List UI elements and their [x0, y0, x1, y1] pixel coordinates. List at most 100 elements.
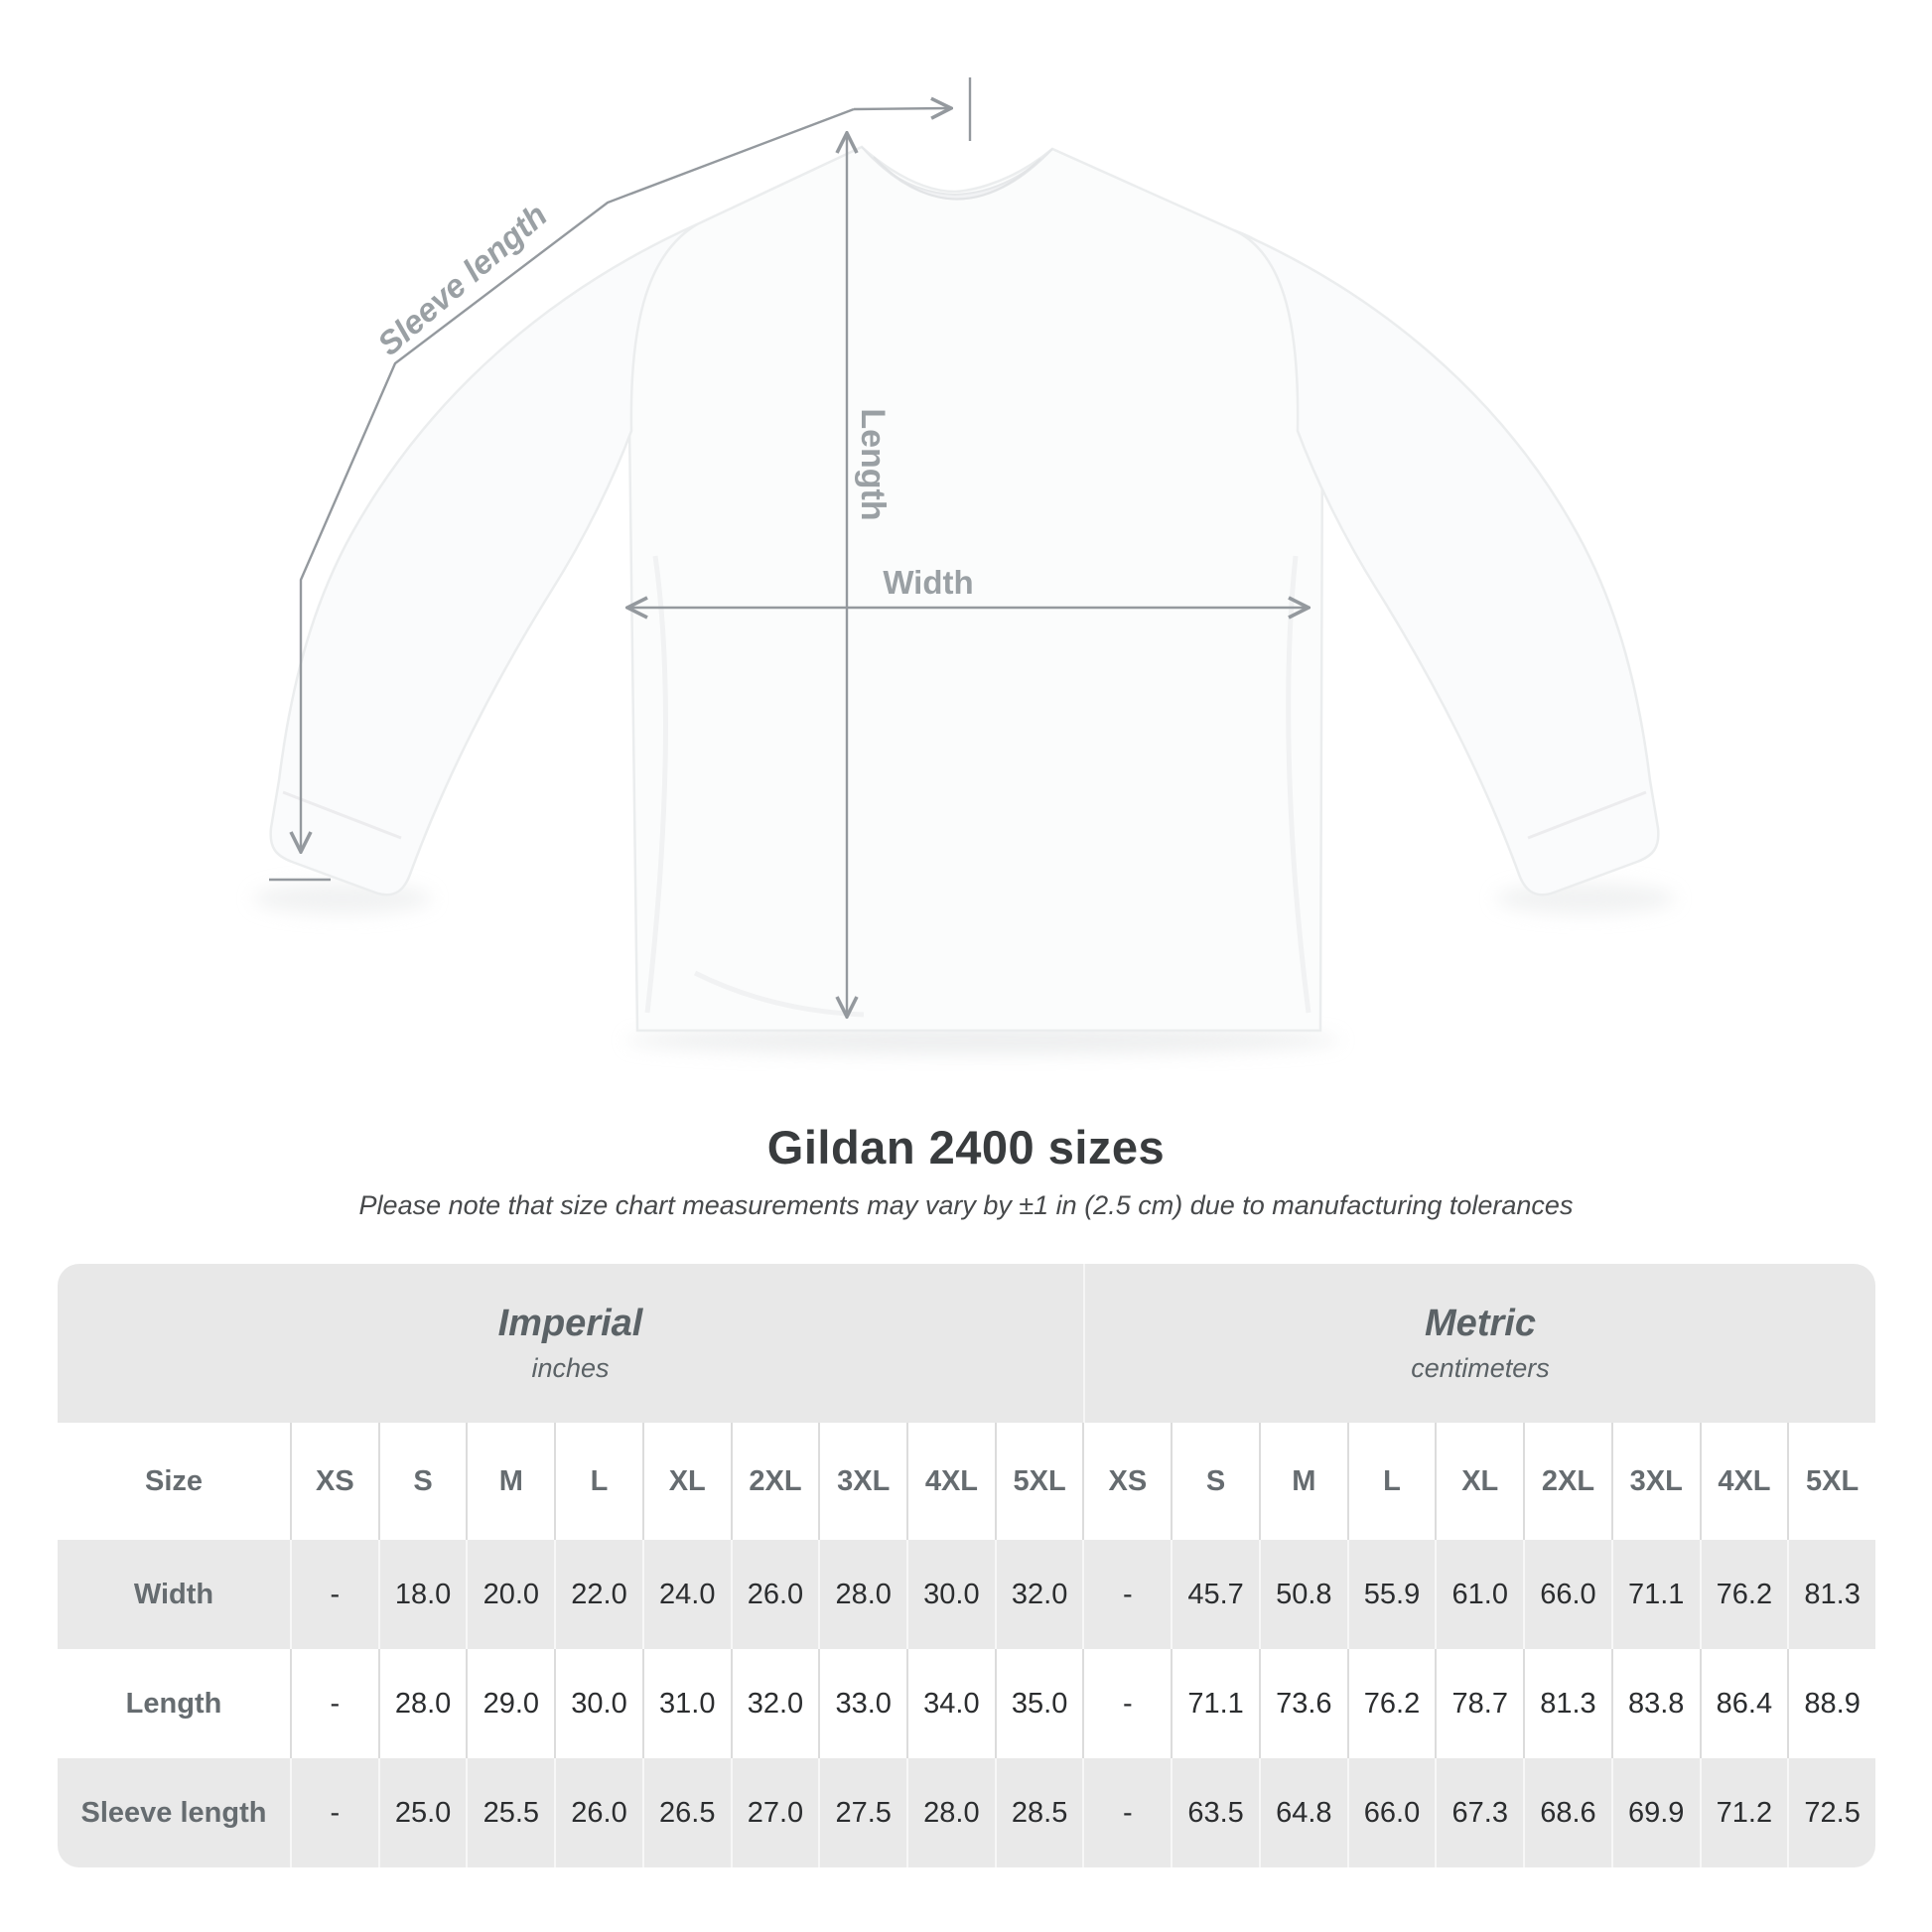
value-imperial: 28.0	[377, 1649, 467, 1758]
metric-header-label: Metric	[1425, 1303, 1536, 1344]
shirt-measurement-diagram: Sleeve length Length Width	[253, 77, 1675, 1054]
size-header-imperial-s: S	[377, 1423, 467, 1540]
size-header-imperial-2xl: 2XL	[730, 1423, 819, 1540]
value-imperial: 29.0	[466, 1649, 554, 1758]
value-imperial: 25.0	[377, 1758, 467, 1867]
shirt-left-sleeve	[269, 222, 698, 897]
value-metric: 67.3	[1435, 1758, 1523, 1867]
size-header-metric-3xl: 3XL	[1610, 1423, 1700, 1540]
measurement-row-sleeve-length: Sleeve length -25.0 25.5 26.0 26.5 27.0 27.5 28…	[58, 1758, 1875, 1867]
size-header-imperial-xl: XL	[641, 1423, 731, 1540]
size-header-metric-s: S	[1171, 1423, 1259, 1540]
imperial-header-label: Imperial	[497, 1303, 643, 1344]
metric-header-unit: centimeters	[1411, 1353, 1550, 1383]
value-imperial: 28.5	[994, 1758, 1083, 1867]
length-label: Length	[854, 408, 892, 520]
value-metric: 71.2	[1699, 1758, 1788, 1867]
sleeve-length-top-arrow	[853, 108, 949, 109]
value-metric: 45.7	[1171, 1540, 1259, 1649]
value-metric: -	[1082, 1758, 1171, 1867]
value-metric: -	[1082, 1540, 1171, 1649]
value-metric: 71.1	[1171, 1649, 1259, 1758]
size-header-metric-2xl: 2XL	[1523, 1423, 1611, 1540]
measurement-row-length: Length -28.0 29.0 30.0 31.0 32.0 33.0 34.0 35.0-…	[58, 1649, 1875, 1758]
collar-inner-seam	[873, 156, 1041, 201]
value-imperial: -	[290, 1649, 378, 1758]
value-imperial: 27.0	[730, 1758, 819, 1867]
value-metric: 72.5	[1787, 1758, 1875, 1867]
value-metric: 81.3	[1523, 1649, 1611, 1758]
size-header-imperial-5xl: 5XL	[994, 1423, 1083, 1540]
size-header-imperial-l: L	[554, 1423, 642, 1540]
value-metric: 76.2	[1346, 1649, 1436, 1758]
value-imperial: -	[290, 1540, 378, 1649]
value-metric: 63.5	[1171, 1758, 1259, 1867]
value-metric: 76.2	[1699, 1540, 1788, 1649]
title-block: Gildan 2400 sizes Please note that size …	[0, 1120, 1932, 1221]
page-title: Gildan 2400 sizes	[766, 1121, 1166, 1173]
value-metric: 64.8	[1258, 1758, 1347, 1867]
value-imperial: 35.0	[994, 1649, 1083, 1758]
left-cuff-seam	[282, 790, 402, 840]
value-imperial: 33.0	[818, 1649, 906, 1758]
value-metric: 66.0	[1523, 1540, 1611, 1649]
value-imperial: 26.0	[554, 1758, 642, 1867]
value-metric: 55.9	[1346, 1540, 1436, 1649]
sleeve-length-measure-line	[301, 107, 855, 850]
size-header-metric-5xl: 5XL	[1787, 1423, 1875, 1540]
size-header-metric-m: M	[1258, 1423, 1347, 1540]
value-imperial: 22.0	[554, 1540, 642, 1649]
size-column-header: Size	[144, 1464, 204, 1497]
imperial-header: Imperial inches	[58, 1264, 1083, 1423]
tolerance-note: Please note that size chart measurements…	[358, 1190, 1574, 1220]
value-metric: 71.1	[1610, 1540, 1700, 1649]
shirt-body	[627, 145, 1324, 1033]
shirt-right-sleeve	[1233, 228, 1660, 897]
value-metric: -	[1082, 1649, 1171, 1758]
value-metric: 50.8	[1258, 1540, 1347, 1649]
right-cuff-seam	[1527, 790, 1647, 840]
size-header-imperial-xs: XS	[290, 1423, 378, 1540]
value-imperial: 26.0	[730, 1540, 819, 1649]
value-metric: 73.6	[1258, 1649, 1347, 1758]
value-imperial: 20.0	[466, 1540, 554, 1649]
value-imperial: 28.0	[906, 1758, 995, 1867]
value-imperial: 30.0	[554, 1649, 642, 1758]
unit-header-band: Imperial inches Metric centimeters	[58, 1264, 1875, 1423]
value-metric: 83.8	[1610, 1649, 1700, 1758]
size-header-metric-xs: XS	[1082, 1423, 1171, 1540]
value-imperial: 24.0	[641, 1540, 731, 1649]
value-metric: 88.9	[1787, 1649, 1875, 1758]
width-label: Width	[883, 564, 973, 601]
row-label: Width	[133, 1578, 214, 1610]
value-imperial: 34.0	[906, 1649, 995, 1758]
size-header-metric-xl: XL	[1435, 1423, 1523, 1540]
value-metric: 69.9	[1610, 1758, 1700, 1867]
size-header-imperial-4xl: 4XL	[906, 1423, 995, 1540]
value-metric: 86.4	[1699, 1649, 1788, 1758]
size-header-metric-l: L	[1346, 1423, 1436, 1540]
value-imperial: 31.0	[641, 1649, 731, 1758]
size-header-metric-4xl: 4XL	[1699, 1423, 1788, 1540]
value-imperial: 27.5	[818, 1758, 906, 1867]
value-metric: 66.0	[1346, 1758, 1436, 1867]
size-header-imperial-m: M	[466, 1423, 554, 1540]
metric-header: Metric centimeters	[1083, 1264, 1875, 1423]
value-metric: 68.6	[1523, 1758, 1611, 1867]
row-label: Sleeve length	[80, 1796, 267, 1829]
value-metric: 81.3	[1787, 1540, 1875, 1649]
value-metric: 61.0	[1435, 1540, 1523, 1649]
value-imperial: -	[290, 1758, 378, 1867]
size-header-row: Size XS S M L XL 2XL 3XL 4XL 5XL XS S M L XL 2XL 3XL 4XL 5…	[58, 1423, 1875, 1540]
imperial-header-unit: inches	[531, 1353, 610, 1383]
value-imperial: 30.0	[906, 1540, 995, 1649]
size-table-grid: Size XS S M L XL 2XL 3XL 4XL 5XL XS S M L XL 2XL 3XL 4XL 5…	[58, 1423, 1875, 1867]
size-table: Imperial inches Metric centimeters Size X…	[58, 1264, 1875, 1867]
value-metric: 78.7	[1435, 1649, 1523, 1758]
row-label: Length	[125, 1687, 222, 1720]
value-imperial: 25.5	[466, 1758, 554, 1867]
value-imperial: 26.5	[641, 1758, 731, 1867]
value-imperial: 18.0	[377, 1540, 467, 1649]
size-header-imperial-3xl: 3XL	[818, 1423, 906, 1540]
